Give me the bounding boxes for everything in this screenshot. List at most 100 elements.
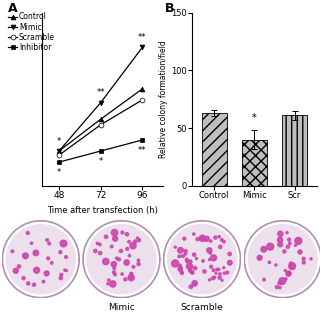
Text: *: * — [99, 156, 103, 165]
Circle shape — [124, 278, 127, 281]
Circle shape — [278, 231, 283, 236]
Circle shape — [295, 237, 302, 244]
Circle shape — [212, 269, 215, 272]
Circle shape — [124, 260, 129, 265]
Bar — [242, 140, 267, 186]
Circle shape — [189, 285, 193, 288]
Circle shape — [111, 261, 116, 267]
Circle shape — [278, 242, 283, 247]
Circle shape — [215, 272, 217, 274]
Circle shape — [193, 283, 196, 286]
Circle shape — [96, 242, 99, 244]
Circle shape — [59, 276, 62, 280]
Circle shape — [119, 249, 123, 252]
Circle shape — [172, 260, 179, 267]
Circle shape — [116, 257, 118, 260]
Circle shape — [107, 283, 109, 285]
Circle shape — [178, 255, 180, 258]
Circle shape — [284, 277, 287, 280]
Circle shape — [133, 240, 137, 243]
Circle shape — [289, 242, 291, 245]
Circle shape — [103, 258, 109, 265]
Circle shape — [199, 235, 205, 241]
Circle shape — [208, 259, 211, 261]
Text: *: * — [57, 137, 61, 146]
Circle shape — [113, 236, 118, 241]
Circle shape — [13, 268, 18, 273]
Circle shape — [125, 233, 129, 236]
Circle shape — [99, 243, 101, 246]
Circle shape — [11, 250, 14, 253]
Circle shape — [46, 239, 49, 241]
Circle shape — [204, 236, 209, 241]
Circle shape — [294, 244, 296, 246]
Circle shape — [113, 267, 116, 270]
Circle shape — [286, 271, 291, 276]
Text: B: B — [164, 3, 174, 15]
Circle shape — [130, 243, 136, 249]
Circle shape — [193, 267, 197, 270]
Circle shape — [278, 282, 281, 285]
Circle shape — [47, 257, 50, 260]
Circle shape — [65, 256, 68, 259]
Circle shape — [121, 231, 124, 234]
Y-axis label: Relative colony formation/field: Relative colony formation/field — [159, 40, 168, 158]
Circle shape — [27, 282, 30, 285]
Circle shape — [130, 272, 133, 275]
Circle shape — [209, 279, 211, 281]
Circle shape — [42, 280, 45, 283]
Circle shape — [130, 273, 132, 275]
Circle shape — [130, 277, 132, 280]
Text: A: A — [8, 3, 17, 15]
Circle shape — [60, 273, 63, 276]
Circle shape — [168, 225, 236, 294]
Circle shape — [218, 268, 220, 270]
Circle shape — [137, 237, 139, 239]
Circle shape — [137, 259, 140, 261]
Circle shape — [30, 242, 33, 244]
Circle shape — [186, 260, 189, 263]
Circle shape — [228, 260, 232, 265]
Circle shape — [279, 286, 281, 289]
Circle shape — [128, 254, 131, 257]
Circle shape — [201, 237, 203, 239]
Circle shape — [183, 237, 186, 240]
Circle shape — [132, 266, 135, 268]
Circle shape — [51, 261, 53, 264]
Circle shape — [257, 255, 262, 260]
Circle shape — [181, 272, 183, 275]
Circle shape — [214, 236, 217, 239]
Circle shape — [302, 257, 305, 260]
Text: Scramble: Scramble — [181, 303, 223, 312]
Circle shape — [211, 255, 217, 261]
Circle shape — [212, 276, 215, 280]
Circle shape — [226, 271, 229, 274]
Circle shape — [179, 264, 181, 267]
Circle shape — [23, 253, 28, 259]
Circle shape — [248, 225, 317, 294]
Circle shape — [286, 272, 290, 276]
Circle shape — [263, 278, 265, 281]
Circle shape — [192, 281, 197, 286]
Circle shape — [174, 246, 176, 248]
Circle shape — [6, 225, 75, 294]
Circle shape — [298, 250, 302, 254]
Circle shape — [128, 240, 130, 243]
Circle shape — [221, 279, 223, 281]
Circle shape — [34, 267, 40, 273]
Circle shape — [203, 270, 206, 273]
Circle shape — [209, 252, 212, 254]
Text: **: ** — [96, 88, 105, 97]
Circle shape — [32, 283, 36, 286]
Circle shape — [191, 271, 194, 274]
X-axis label: Time after transfection (h): Time after transfection (h) — [47, 206, 158, 215]
Circle shape — [189, 268, 192, 270]
Circle shape — [268, 261, 270, 263]
Circle shape — [210, 265, 212, 268]
Circle shape — [310, 258, 312, 260]
Circle shape — [219, 273, 221, 275]
Circle shape — [193, 233, 195, 235]
Circle shape — [87, 225, 156, 294]
Circle shape — [284, 269, 286, 272]
Circle shape — [196, 237, 199, 241]
